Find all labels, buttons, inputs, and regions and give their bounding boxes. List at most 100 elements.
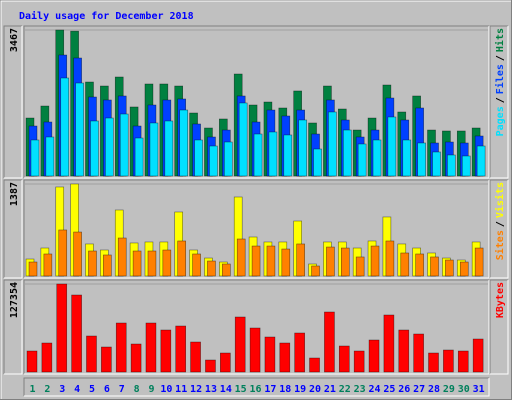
bar — [311, 265, 320, 277]
x-tick-label: 29 — [443, 384, 455, 395]
x-tick-label: 3 — [59, 384, 65, 395]
legend-entry: Files — [494, 64, 506, 94]
bevel — [24, 378, 490, 397]
bar — [387, 116, 397, 177]
bar — [75, 82, 84, 177]
bar — [41, 342, 53, 373]
bevel — [24, 280, 490, 375]
bar — [372, 139, 382, 177]
bar — [253, 133, 263, 177]
x-tick-label: 1 — [29, 384, 35, 395]
bevel — [23, 279, 489, 374]
bar — [264, 336, 276, 373]
x-tick-label: 22 — [339, 384, 351, 395]
bar — [179, 109, 189, 177]
bar — [90, 120, 99, 177]
x-tick-label: 17 — [264, 384, 276, 395]
bar — [413, 333, 424, 373]
x-tick-label: 9 — [148, 384, 154, 395]
bar — [86, 335, 97, 373]
bar — [222, 263, 231, 277]
bar — [400, 252, 410, 277]
bar — [238, 102, 248, 177]
y-label-box — [4, 180, 22, 278]
bar — [443, 349, 454, 373]
legend-box — [490, 26, 508, 178]
bar — [370, 245, 380, 277]
bevel — [489, 179, 508, 278]
chart-title: Daily usage for December 2018 — [19, 10, 194, 22]
legend-entry: Visits — [494, 182, 506, 218]
bevel — [24, 180, 490, 279]
bar — [164, 120, 174, 177]
bar — [130, 343, 142, 373]
bar — [149, 122, 159, 177]
bar — [26, 350, 38, 373]
bar — [368, 339, 380, 373]
x-tick-label: 20 — [309, 384, 321, 395]
bar — [445, 259, 454, 277]
bar — [45, 136, 55, 177]
bar — [209, 145, 218, 177]
bar — [328, 111, 337, 177]
bar — [266, 245, 276, 277]
x-tick-label: 8 — [134, 384, 140, 395]
bevel — [3, 279, 22, 374]
legend: Pages / Files / Hits — [494, 28, 506, 136]
bar — [224, 141, 233, 177]
x-tick-label: 6 — [104, 384, 110, 395]
bar — [160, 329, 172, 373]
bar — [162, 249, 172, 277]
bevel — [24, 26, 490, 179]
bar — [145, 322, 157, 373]
x-tick-label: 2 — [44, 384, 50, 395]
bevel — [3, 25, 22, 178]
legend-entry: Sites — [494, 230, 506, 260]
bar — [461, 155, 471, 177]
bar — [432, 151, 441, 177]
bar — [103, 254, 112, 277]
bar — [132, 250, 142, 277]
x-tick-label: 25 — [383, 384, 395, 395]
bar — [326, 246, 335, 277]
bar — [268, 131, 278, 177]
bar — [340, 247, 350, 277]
legend: KBytes — [495, 282, 506, 318]
bar — [234, 316, 246, 373]
bar — [472, 338, 484, 373]
x-tick-label: 30 — [458, 384, 470, 395]
bevel — [23, 377, 489, 396]
bar — [309, 357, 320, 373]
bevel — [23, 179, 489, 278]
bar — [73, 231, 82, 277]
bar — [177, 240, 187, 277]
x-tick-label: 12 — [190, 384, 202, 395]
bar — [56, 283, 68, 373]
y-tick-label: 1387 — [9, 182, 20, 206]
bar — [58, 229, 68, 277]
bar — [30, 139, 40, 177]
bar — [324, 311, 335, 373]
bar — [353, 350, 365, 373]
bar — [338, 345, 350, 373]
bar — [281, 248, 291, 277]
bar — [385, 240, 395, 277]
bar — [147, 250, 157, 277]
bar — [28, 261, 38, 277]
y-tick-label: 127354 — [9, 282, 20, 318]
x-tick-label: 18 — [279, 384, 291, 395]
legend-entry: Hits — [494, 28, 506, 52]
bevel — [490, 180, 509, 279]
x-tick-label: 11 — [175, 384, 187, 395]
bevel — [23, 25, 489, 178]
x-tick-label: 7 — [119, 384, 125, 395]
bar — [313, 148, 322, 177]
x-tick-label: 10 — [160, 384, 172, 395]
x-tick-label: 15 — [235, 384, 247, 395]
x-tick-label: 26 — [398, 384, 410, 395]
bar — [101, 346, 112, 373]
bar — [279, 342, 291, 373]
bar — [207, 260, 216, 277]
